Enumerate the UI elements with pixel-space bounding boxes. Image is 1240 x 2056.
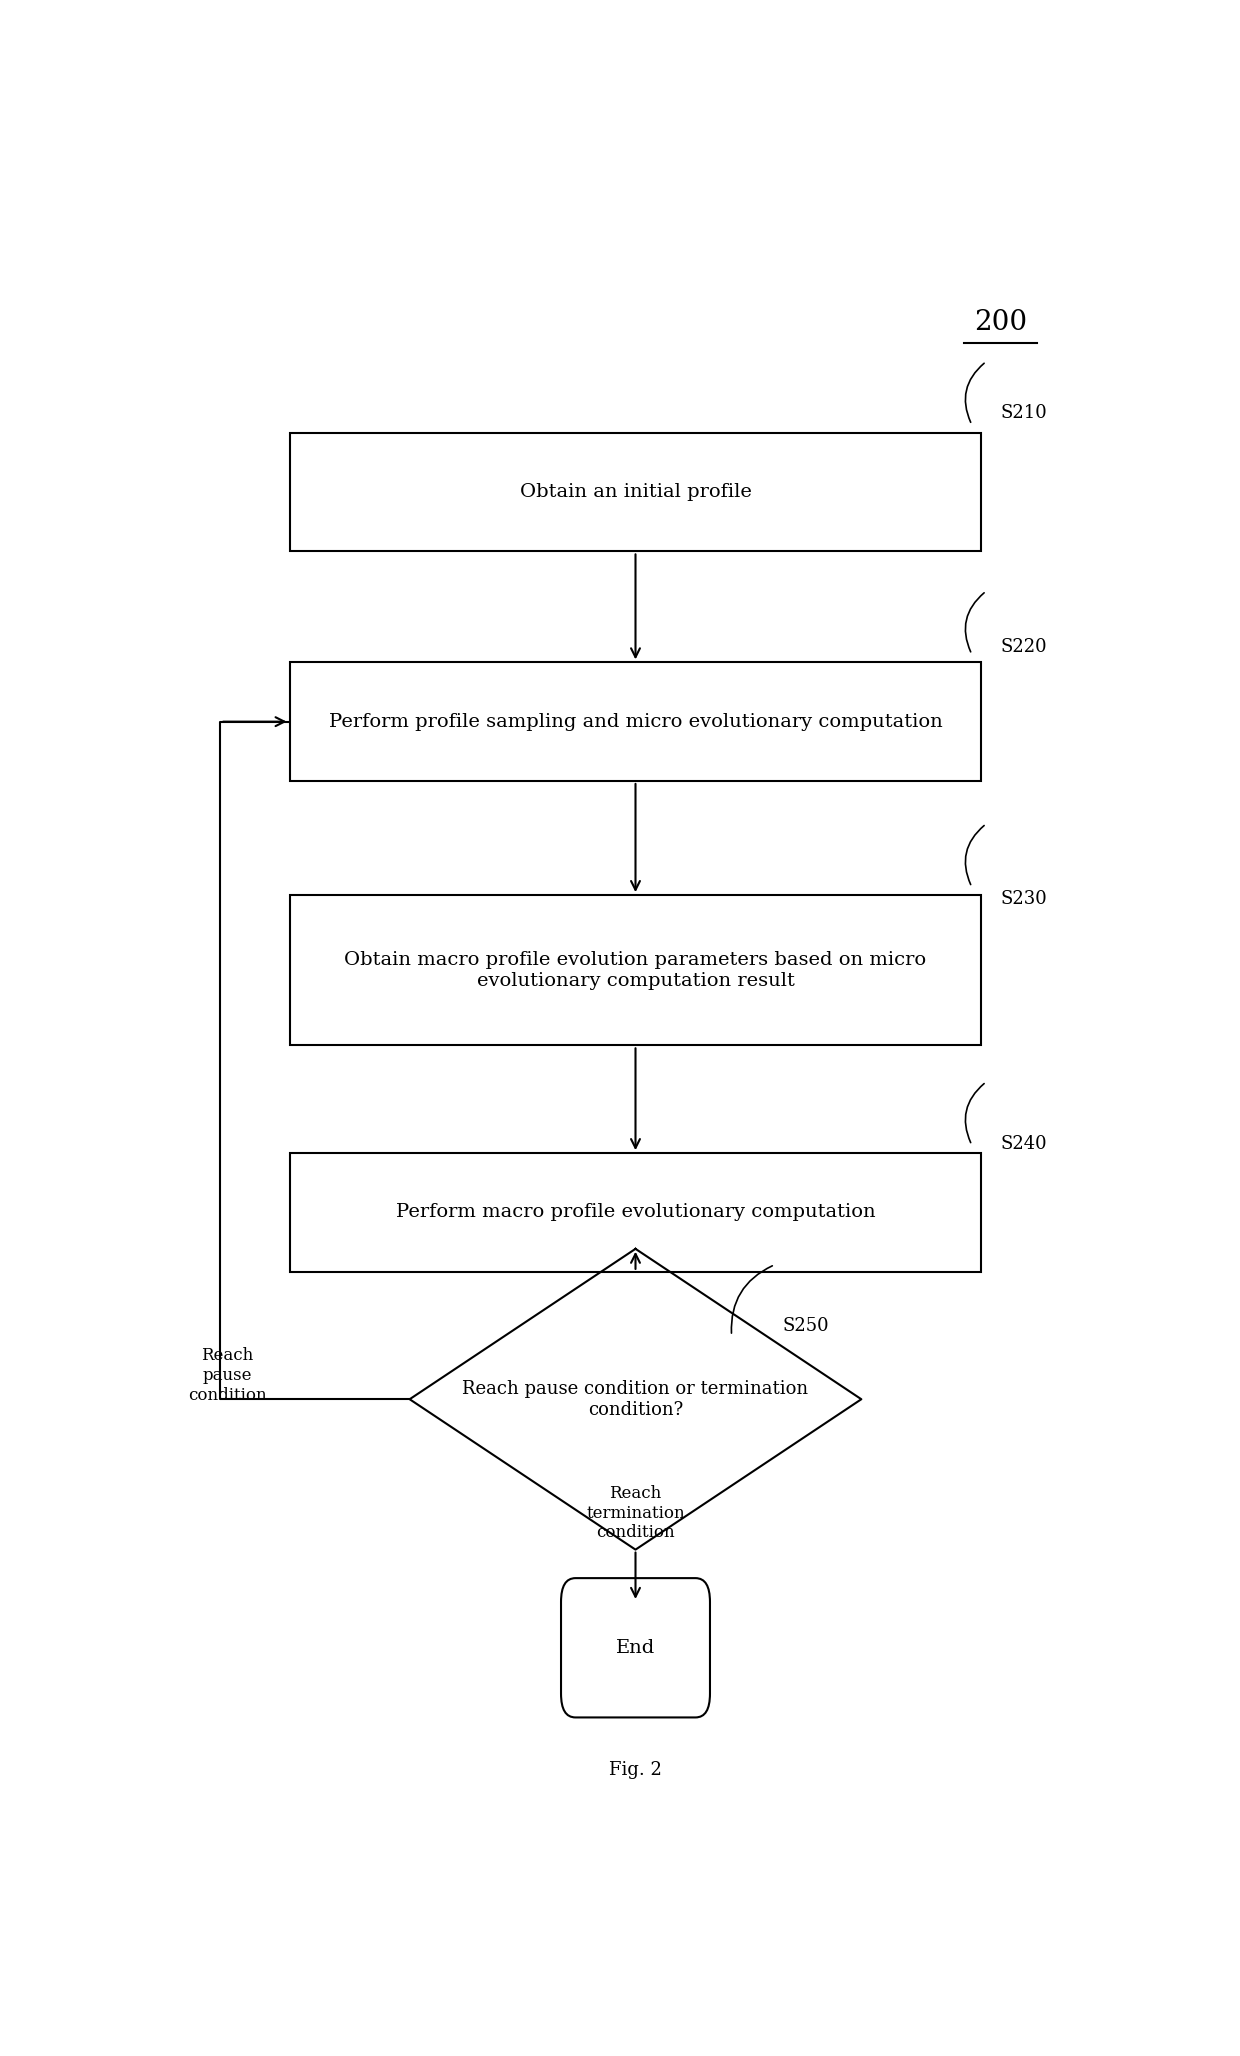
Text: Obtain macro profile evolution parameters based on micro
evolutionary computatio: Obtain macro profile evolution parameter… bbox=[345, 950, 926, 989]
Text: Reach pause condition or termination
condition?: Reach pause condition or termination con… bbox=[463, 1380, 808, 1419]
FancyBboxPatch shape bbox=[290, 432, 982, 551]
Text: S220: S220 bbox=[1001, 637, 1048, 656]
Text: 200: 200 bbox=[975, 308, 1027, 337]
FancyBboxPatch shape bbox=[290, 662, 982, 781]
Text: Fig. 2: Fig. 2 bbox=[609, 1760, 662, 1778]
Text: End: End bbox=[616, 1639, 655, 1657]
Text: Obtain an initial profile: Obtain an initial profile bbox=[520, 483, 751, 502]
FancyBboxPatch shape bbox=[290, 894, 982, 1044]
Text: S210: S210 bbox=[1001, 403, 1048, 421]
Text: S250: S250 bbox=[782, 1318, 830, 1336]
Text: Perform profile sampling and micro evolutionary computation: Perform profile sampling and micro evolu… bbox=[329, 713, 942, 730]
Text: Reach
termination
condition: Reach termination condition bbox=[587, 1484, 684, 1542]
Text: S240: S240 bbox=[1001, 1135, 1048, 1153]
Polygon shape bbox=[409, 1248, 862, 1550]
FancyBboxPatch shape bbox=[290, 1153, 982, 1273]
Text: S230: S230 bbox=[1001, 890, 1048, 909]
Text: Perform macro profile evolutionary computation: Perform macro profile evolutionary compu… bbox=[396, 1203, 875, 1221]
Text: Reach
pause
condition: Reach pause condition bbox=[187, 1347, 267, 1404]
FancyBboxPatch shape bbox=[560, 1579, 711, 1717]
